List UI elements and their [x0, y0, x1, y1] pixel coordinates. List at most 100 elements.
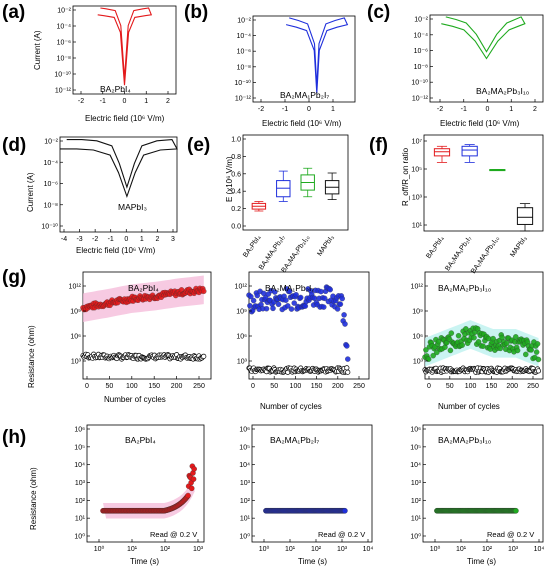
ytick-label: 10¹²	[235, 284, 248, 291]
ytick-label: 10⁵	[411, 167, 422, 174]
ytick-label: 10⁰	[239, 533, 250, 541]
xlabel-c: Electric field (10⁶ V/m)	[440, 119, 520, 128]
xtick-label: 0	[251, 383, 255, 390]
ytick-label: 10⁻⁸	[414, 64, 428, 71]
ytick-label: 10⁶	[70, 334, 81, 341]
panel-g1: BA₂PbI₄ Number of cycles 10¹² 10⁹ 10⁶ 10³ 0…	[69, 271, 212, 404]
hrs-point	[201, 288, 207, 295]
xtick-label: 10¹	[456, 546, 467, 553]
ytick-label: 10⁵	[239, 444, 250, 451]
xtick-label: 150	[148, 383, 160, 390]
ytick-label: 10¹²	[69, 284, 82, 291]
yticks-d: 10⁻² 10⁻⁴ 10⁻⁶ 10⁻⁸ 10⁻¹⁰	[41, 139, 63, 231]
ytick-label: 0.4	[231, 189, 241, 196]
title-h2: BA₂MA₁Pb₂I₇	[270, 435, 319, 445]
xtick-label: 1	[331, 106, 335, 113]
sample-label-a: BA₂PbI₄	[100, 84, 131, 94]
ytick-label: 10⁴	[74, 462, 85, 469]
category-label: BA₂MA₂Pb₃I₁₀	[470, 235, 501, 275]
axes-frame-g3	[424, 271, 544, 380]
ytick-label: 10²	[240, 498, 251, 505]
xtick-label: 1	[140, 236, 144, 243]
boxplot-e	[251, 167, 340, 212]
yticks-a: 10⁻² 10⁻⁴ 10⁻⁶ 10⁻⁸ 10⁻¹⁰ 10⁻¹²	[54, 8, 76, 95]
xtick-label: 50	[106, 383, 114, 390]
boxplot-f	[433, 144, 534, 232]
scatter-h3	[434, 508, 519, 514]
panel-d: (d) MAPbI₃ Electric field (10⁶ V/m) Curr…	[2, 135, 178, 255]
ytick-label: 10⁻¹²	[412, 96, 429, 103]
hrs-point	[344, 343, 350, 349]
axes-frame-h2	[251, 424, 373, 543]
hrs-point	[535, 356, 542, 363]
xlabel-g3: Number of cycles	[438, 402, 500, 411]
xtick-label: 150	[486, 383, 498, 390]
hrs-point	[337, 301, 344, 307]
box-iqr	[433, 148, 451, 157]
iv-curve-c	[441, 16, 526, 60]
axes-frame-f	[423, 134, 544, 232]
retention-point	[191, 466, 197, 472]
hrs-point	[434, 349, 440, 356]
ylabel-a: Current (A)	[33, 30, 42, 70]
panel-letter-a: (a)	[2, 2, 25, 23]
xticks-g1: 0 50 100 150 200 250	[85, 376, 205, 390]
yticks-h3: 10⁶ 10⁵ 10⁴ 10³ 10² 10¹ 10⁰	[410, 427, 426, 541]
panel-letter-c: (c)	[367, 2, 390, 23]
xtick-label: -4	[61, 236, 67, 243]
ytick-label: 10¹	[75, 516, 86, 523]
xtick-label: 50	[270, 383, 278, 390]
hrs-point	[327, 286, 333, 293]
ytick-label: 10⁻¹⁰	[54, 71, 71, 79]
hrs-point	[291, 300, 297, 306]
ytick-label: 10⁶	[239, 427, 250, 434]
xtick-label: -2	[92, 236, 98, 243]
category-label: MAPbI₃	[509, 235, 529, 259]
hrs-point	[448, 330, 455, 336]
ytick-label: 10⁻¹²	[55, 88, 72, 95]
hrs-point	[534, 341, 541, 347]
box-iqr	[461, 145, 478, 157]
ytick-label: 10⁶	[236, 334, 247, 341]
ytick-label: 10⁻⁸	[44, 202, 58, 209]
xtick-label: 10⁰	[259, 545, 270, 553]
category-label: BA₂PbI₄	[425, 235, 445, 260]
xticks-g3: 0 50 100 150 200 250	[427, 376, 539, 390]
yticks-h2: 10⁶ 10⁵ 10⁴ 10³ 10² 10¹ 10⁰	[239, 427, 255, 541]
ytick-label: 0.0	[231, 224, 241, 231]
ytick-label: 10⁻²	[44, 139, 58, 146]
scatter-h2	[263, 508, 348, 514]
hrs-point	[263, 305, 270, 312]
hrs-point	[247, 302, 253, 309]
panel-letter-f: (f)	[369, 135, 388, 156]
xtick-label: 250	[353, 383, 365, 390]
ytick-label: 0.6	[231, 171, 241, 178]
panel-letter-h: (h)	[2, 427, 26, 448]
hrs-point	[503, 340, 510, 346]
xtick-label: 2	[166, 98, 170, 105]
ytick-label: 10⁻²	[57, 8, 71, 15]
hrs-point	[270, 305, 276, 312]
scatter-g3	[422, 320, 542, 375]
ytick-label: 10³	[412, 195, 423, 202]
panel-letter-d: (d)	[2, 135, 26, 156]
hrs-point	[293, 292, 299, 298]
ytick-label: 10⁻²	[414, 17, 428, 24]
axes-frame-h1	[86, 424, 205, 543]
hrs-point	[272, 289, 278, 295]
hrs-point	[425, 356, 432, 362]
ytick-label: 10⁹	[236, 309, 247, 316]
ytick-label: 10²	[75, 498, 86, 505]
sample-label-b: BA₂MA₁Pb₂I₇	[280, 90, 329, 100]
lrs-point	[344, 365, 350, 371]
ytick-label: 10³	[237, 359, 248, 366]
xticks-h1: 10⁰ 10¹ 10² 10³	[94, 539, 204, 553]
ytick-label: 10³	[71, 359, 82, 366]
hrs-point	[430, 352, 436, 359]
xtick-label: 0	[85, 383, 89, 390]
yticks-b: 10⁻² 10⁻⁴ 10⁻⁶ 10⁻⁸ 10⁻¹⁰ 10⁻¹²	[234, 18, 256, 103]
ytick-label: 10⁰	[74, 533, 85, 541]
